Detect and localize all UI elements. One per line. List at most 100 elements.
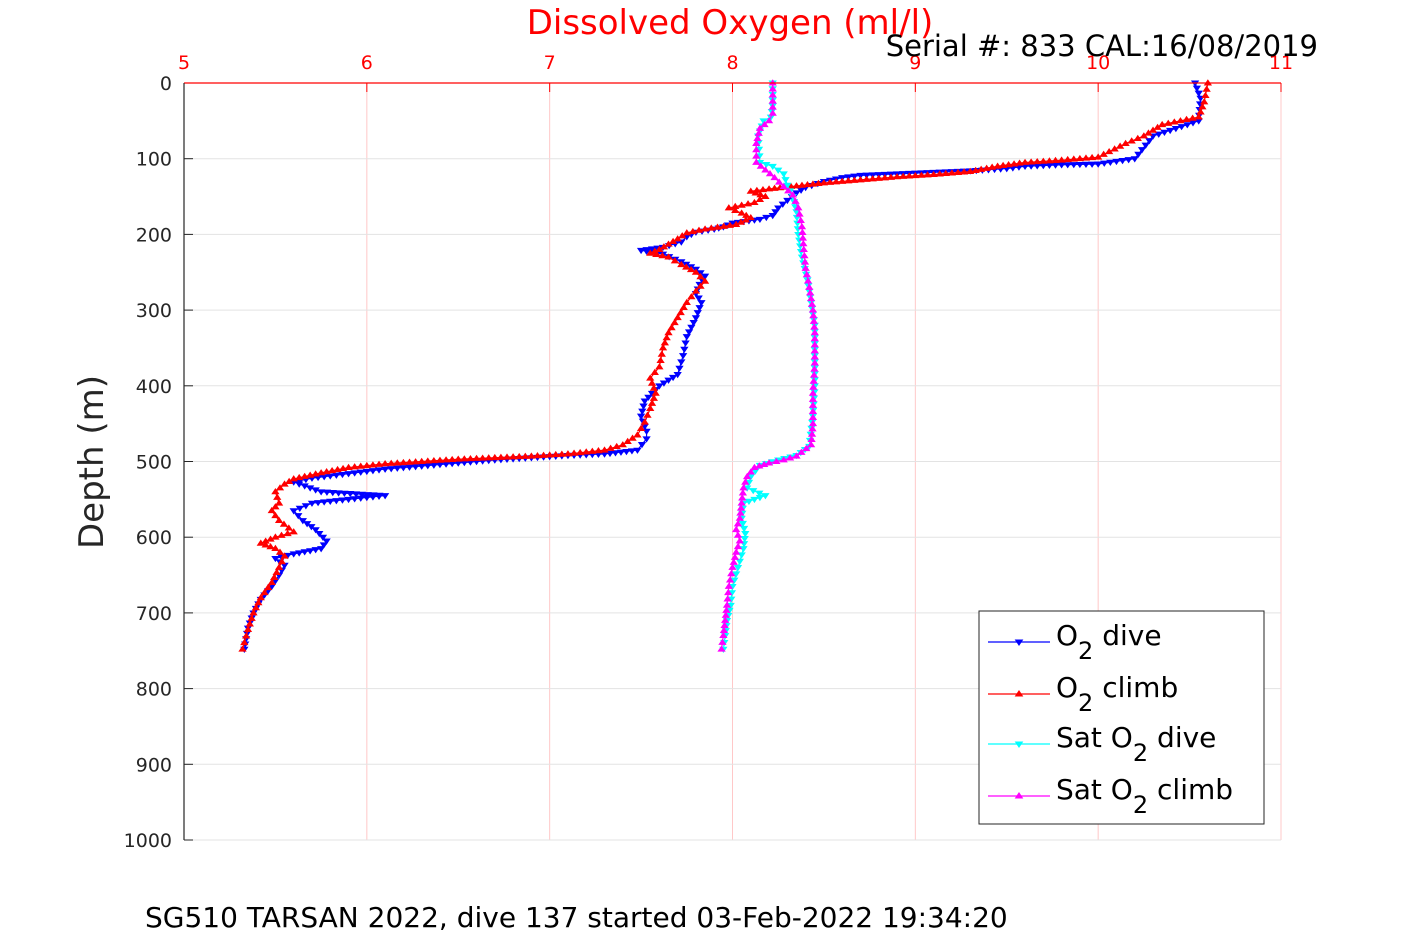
series-marker: [1075, 154, 1085, 162]
series-marker: [808, 401, 818, 408]
series-marker: [722, 606, 731, 613]
series-marker: [656, 356, 665, 364]
series-marker: [809, 383, 818, 390]
series-marker: [647, 399, 657, 406]
series-marker: [295, 550, 304, 557]
series-marker: [649, 394, 659, 401]
series-marker: [387, 459, 396, 466]
series-marker: [810, 323, 819, 330]
series-marker: [682, 263, 691, 270]
series-marker: [740, 536, 749, 543]
series-marker: [374, 460, 384, 467]
y-tick-label: 1000: [124, 830, 172, 852]
series-marker: [334, 490, 343, 497]
series-marker: [1130, 156, 1139, 163]
series-marker: [721, 616, 730, 623]
series-marker: [752, 146, 761, 153]
series-marker: [966, 167, 975, 175]
series-marker: [327, 466, 337, 474]
series-marker: [271, 533, 280, 540]
series-marker: [678, 353, 688, 360]
series-marker: [302, 521, 312, 528]
series-marker: [792, 182, 801, 189]
series-marker: [266, 543, 275, 550]
series-marker: [797, 448, 806, 455]
series-marker: [810, 359, 819, 366]
series-marker: [724, 582, 733, 589]
series-marker: [694, 226, 704, 233]
series-marker: [737, 552, 746, 559]
series-marker: [719, 222, 728, 229]
series-marker: [808, 180, 818, 187]
legend-swatch-marker: [1014, 741, 1024, 748]
series-marker: [778, 201, 787, 208]
series-marker: [1094, 161, 1103, 168]
series-marker: [655, 383, 664, 390]
series-marker: [739, 525, 749, 533]
series-marker: [764, 459, 774, 466]
series-marker: [533, 452, 542, 459]
series-marker: [496, 453, 506, 460]
series-marker: [350, 470, 359, 477]
series-marker: [1081, 161, 1091, 169]
series-marker: [886, 173, 896, 180]
series-marker: [275, 548, 285, 555]
series-marker: [405, 464, 414, 471]
series-marker: [1134, 151, 1143, 158]
series-marker: [657, 350, 666, 357]
series-marker: [636, 413, 646, 420]
series-marker: [326, 498, 335, 506]
series-marker: [284, 477, 294, 484]
series-marker: [1176, 117, 1185, 124]
series-marker: [271, 511, 280, 519]
series-marker: [755, 195, 765, 203]
series-marker: [344, 471, 353, 478]
series-marker: [316, 489, 326, 496]
series-marker: [953, 168, 963, 176]
series-marker: [807, 300, 817, 307]
series-marker: [271, 544, 280, 551]
series-marker: [1110, 145, 1119, 152]
x-tick-label: 11: [1269, 52, 1293, 74]
series-marker: [738, 494, 747, 501]
series-marker: [810, 347, 819, 354]
series-marker: [750, 496, 759, 504]
series-marker: [274, 499, 284, 506]
series-marker: [328, 490, 337, 497]
series-marker: [322, 538, 331, 545]
series-marker: [289, 475, 298, 482]
chart-caption: SG510 TARSAN 2022, dive 137 started 03-F…: [145, 901, 1008, 934]
series-marker: [311, 547, 320, 554]
series-marker: [977, 165, 986, 172]
series-marker: [697, 300, 706, 307]
series-marker: [387, 466, 396, 473]
series-marker: [755, 462, 764, 469]
series-marker: [306, 485, 315, 492]
series-marker: [1115, 142, 1125, 149]
series-marker: [283, 529, 292, 537]
series-marker: [741, 530, 750, 538]
series-marker: [700, 225, 710, 232]
series-marker: [600, 446, 609, 453]
series-marker: [646, 249, 655, 256]
series-marker: [318, 534, 328, 541]
series-marker: [333, 465, 342, 473]
series-marker: [508, 453, 518, 460]
series-marker: [1127, 137, 1136, 144]
series-marker: [707, 224, 716, 231]
y-tick-label: 100: [136, 149, 172, 171]
series-marker: [856, 172, 865, 180]
series-marker: [719, 626, 729, 634]
series-marker: [399, 458, 408, 466]
series-marker: [338, 464, 348, 472]
series-marker: [411, 464, 420, 471]
series-marker: [478, 454, 487, 461]
series-marker: [868, 175, 877, 182]
series-marker: [764, 117, 774, 124]
series-marker: [806, 441, 816, 448]
series-marker: [405, 458, 414, 465]
series-marker: [935, 170, 944, 177]
chart-title: Dissolved Oxygen (ml/l): [527, 3, 934, 43]
series-marker: [311, 527, 320, 534]
